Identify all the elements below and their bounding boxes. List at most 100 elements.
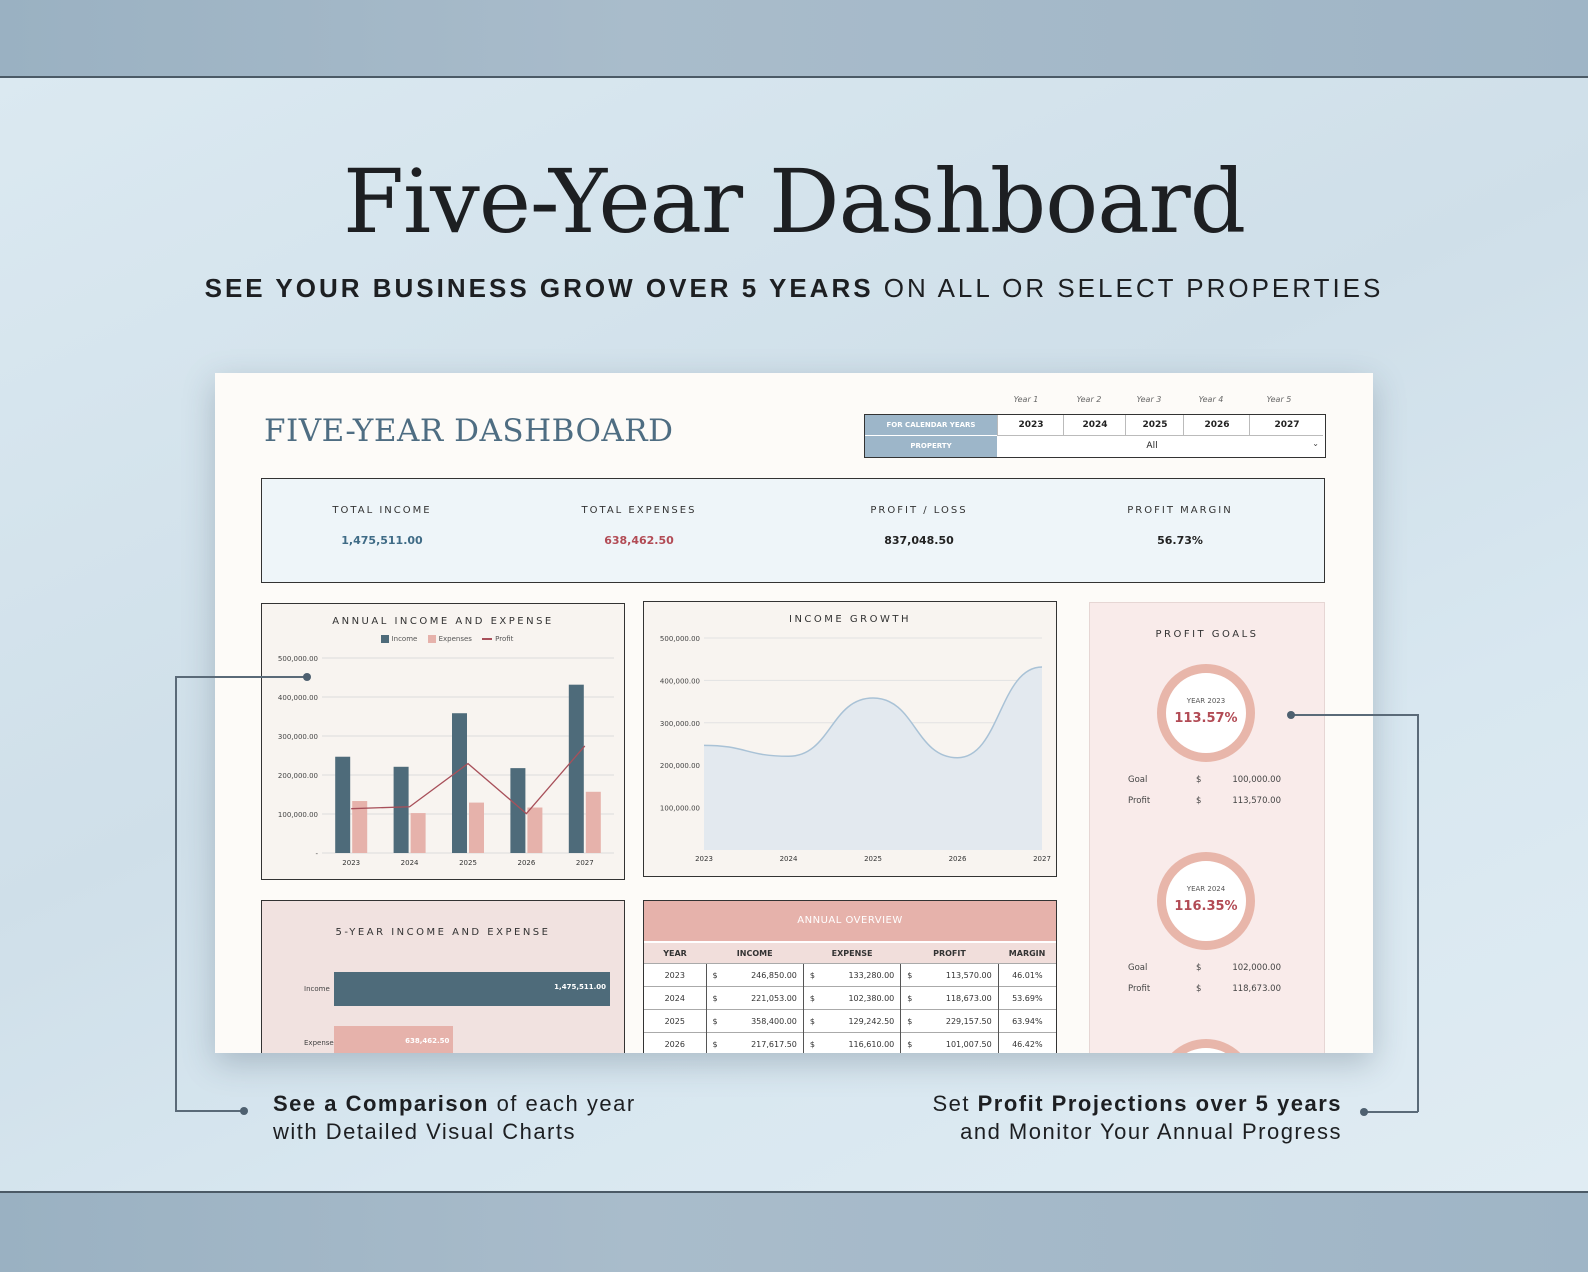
ring-percent: 116.35% — [1174, 899, 1238, 914]
year-cell-2025[interactable]: 2025 — [1125, 415, 1184, 435]
table-cell: $ — [705, 1032, 724, 1053]
income-line — [703, 666, 1043, 759]
callout-line — [1417, 714, 1419, 1112]
callout-line — [175, 1110, 243, 1112]
y-tick-label: 100,000.00 — [660, 805, 700, 813]
left-callout-rest: of each year — [488, 1091, 636, 1116]
kpi-total-income: TOTAL INCOME 1,475,511.00 — [282, 505, 482, 547]
x-tick-label: 2027 — [576, 859, 594, 867]
table-cell: 102,380.00 — [820, 986, 901, 1010]
profit-goals-title: PROFIT GOALS — [1155, 629, 1259, 640]
goal-label: Goal — [1128, 963, 1148, 973]
right-callout-bold: Profit Projections over 5 years — [977, 1091, 1342, 1116]
expense-bar — [352, 801, 368, 853]
table-cell: 2024 — [644, 986, 706, 1010]
area-chart-svg: 500,000.00 400,000.00 300,000.00 200,000.00… — [660, 635, 1051, 863]
kpi-summary: TOTAL INCOME 1,475,511.00 TOTAL EXPENSES… — [261, 478, 1325, 583]
bar-expense: 638,462.50 — [334, 1026, 454, 1053]
kpi-value: 1,475,511.00 — [341, 534, 423, 547]
table-cell: 53.69% — [997, 986, 1056, 1010]
kpi-value: 837,048.50 — [884, 534, 954, 547]
chart-title: 5-YEAR INCOME AND EXPENSE — [335, 927, 551, 938]
table-cell: 246,850.00 — [723, 963, 804, 987]
table-cell: $ — [802, 963, 821, 987]
left-callout-bold: See a Comparison — [273, 1091, 489, 1116]
table-row: 2026 $217,617.50 $116,610.00 $101,007.50 46.… — [644, 1032, 1056, 1053]
x-tick-label: 2024 — [401, 859, 419, 867]
bar-income: 1,475,511.00 — [334, 972, 610, 1006]
table-row: 2023 $246,850.00 $133,280.00 $113,570.00 46.… — [644, 963, 1056, 987]
table-cell: $ — [900, 986, 919, 1010]
annual-overview-table: ANNUAL OVERVIEW YEAR INCOME EXPENSE PROF… — [643, 900, 1057, 1053]
currency: $ — [1196, 796, 1202, 806]
dashboard-sheet: FIVE-YEAR DASHBOARD Year 1 Year 2 Year 3… — [215, 373, 1373, 1053]
income-bar — [568, 684, 584, 853]
y-tick-label: 400,000.00 — [660, 677, 700, 685]
table-cell: 221,053.00 — [723, 986, 804, 1010]
x-tick-label: 2027 — [1033, 855, 1051, 863]
y-tick-label: 200,000.00 — [660, 762, 700, 770]
col-header: INCOME — [706, 943, 804, 964]
left-callout: See a Comparison of each year with Detai… — [273, 1090, 636, 1146]
bar-chart-svg: 500,000.00 400,000.00 300,000.00 200,000.00… — [278, 655, 614, 867]
table-cell: 118,673.00 — [918, 986, 999, 1010]
bar-label-expense: Expense — [304, 1039, 334, 1047]
callout-line — [175, 676, 177, 1111]
table-cell: 63.94% — [997, 1009, 1056, 1033]
right-callout: Set Profit Projections over 5 years and … — [932, 1090, 1342, 1146]
callout-dot — [1287, 711, 1295, 719]
col-header: MARGIN — [998, 943, 1056, 964]
chart-legend: Income Expenses Profit — [262, 635, 624, 643]
currency: $ — [1196, 775, 1202, 785]
year-labels: Year 1 Year 2 Year 3 Year 4 Year 5 — [996, 395, 1327, 407]
bar-value: 1,475,511.00 — [554, 983, 606, 991]
profit-value: 113,570.00 — [1232, 796, 1281, 806]
table-cell: $ — [802, 1009, 821, 1033]
property-select[interactable]: All — [1146, 441, 1158, 451]
col-header: EXPENSE — [803, 943, 901, 964]
x-tick-label: 2026 — [949, 855, 967, 863]
expense-bar — [585, 791, 601, 853]
kpi-profit-margin: PROFIT MARGIN 56.73% — [1080, 505, 1280, 547]
callout-dot — [1360, 1108, 1368, 1116]
goal-value: 100,000.00 — [1232, 775, 1281, 785]
profit-value: 118,673.00 — [1232, 984, 1281, 994]
table-cell: 229,157.50 — [918, 1009, 999, 1033]
ring-year: YEAR 2024 — [1186, 885, 1226, 893]
table-row: 2024 $221,053.00 $102,380.00 $118,673.00 53.… — [644, 986, 1056, 1010]
kpi-label: TOTAL EXPENSES — [581, 505, 697, 516]
chart-title: INCOME GROWTH — [789, 614, 911, 625]
table-cell: 2026 — [644, 1032, 706, 1053]
year-cell-2023[interactable]: 2023 — [997, 415, 1064, 435]
year-cell-2024[interactable]: 2024 — [1063, 415, 1126, 435]
income-bar — [393, 766, 409, 853]
table-cell: 2023 — [644, 963, 706, 987]
chevron-down-icon[interactable]: ⌄ — [1312, 439, 1319, 448]
year-cell-2026[interactable]: 2026 — [1183, 415, 1250, 435]
overview-title: ANNUAL OVERVIEW — [644, 901, 1056, 941]
table-cell: 101,007.50 — [918, 1032, 999, 1053]
y-tick-label: 200,000.00 — [278, 772, 318, 780]
table-cell: $ — [802, 986, 821, 1010]
year-label: Year 3 — [1136, 395, 1162, 404]
hero-subtitle-bold: SEE YOUR BUSINESS GROW OVER 5 YEARS — [204, 273, 874, 303]
expense-bar — [527, 807, 543, 853]
goal-value: 102,000.00 — [1232, 963, 1281, 973]
hero-subtitle-rest: ON ALL OR SELECT PROPERTIES — [873, 273, 1384, 303]
y-tick-label: - — [315, 850, 318, 858]
kpi-value: 638,462.50 — [604, 534, 674, 547]
table-cell: $ — [705, 986, 724, 1010]
five-year-income-expense: 5-YEAR INCOME AND EXPENSE Income 1,475,5… — [261, 900, 625, 1053]
year-cell-2027[interactable]: 2027 — [1249, 415, 1324, 435]
income-growth-chart: INCOME GROWTH 500,000.00 400,000.00 300,00… — [643, 601, 1057, 877]
chart-title: ANNUAL INCOME AND EXPENSE — [332, 616, 554, 627]
profit-label: Profit — [1128, 796, 1151, 806]
y-tick-label: 100,000.00 — [278, 811, 318, 819]
x-tick-label: 2026 — [517, 859, 535, 867]
right-callout-pre: Set — [932, 1091, 978, 1116]
table-cell: 116,610.00 — [820, 1032, 901, 1053]
table-cell: $ — [705, 963, 724, 987]
bottom-band — [0, 1191, 1588, 1272]
legend-label: Income — [391, 635, 418, 643]
legend-label: Expenses — [438, 635, 472, 643]
